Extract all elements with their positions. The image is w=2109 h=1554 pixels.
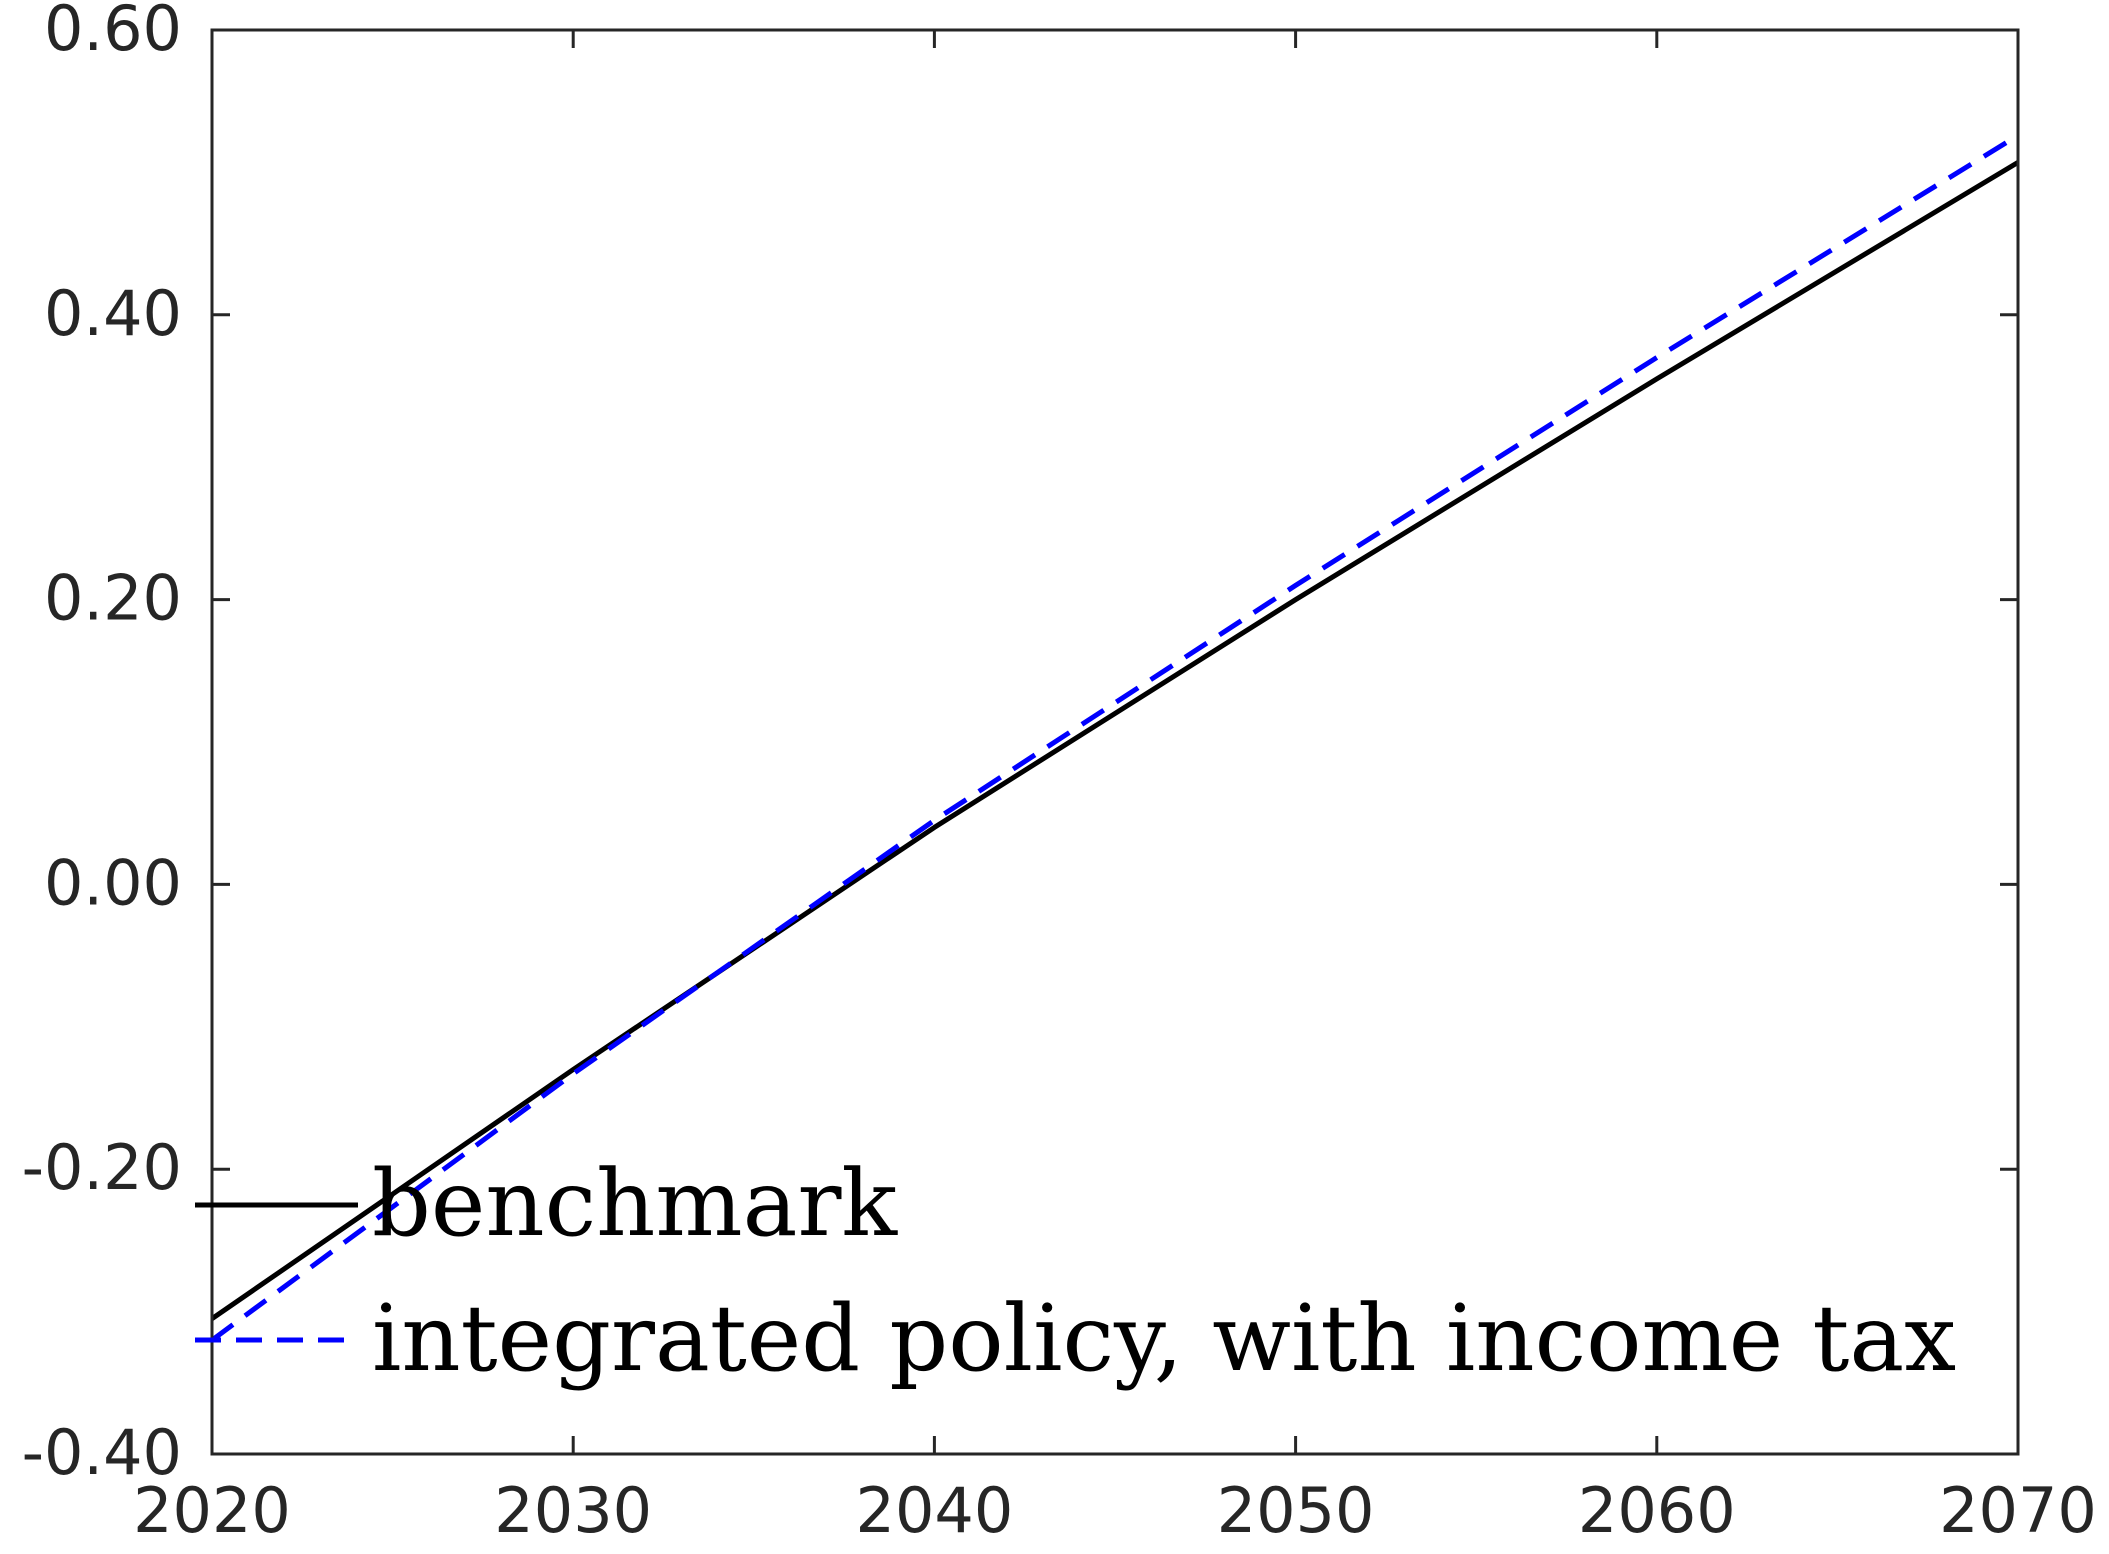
y-tick-label: -0.40 [22,1416,182,1489]
data-point-series-0 [1294,598,1298,602]
x-tick-label: 2060 [1578,1474,1736,1547]
series-layer [210,133,2020,1343]
data-point-series-1 [932,818,936,822]
x-tick-label: 2030 [494,1474,652,1547]
x-tick-label: 2070 [1939,1474,2097,1547]
legend-label-0: benchmark [372,1150,898,1257]
y-tick-label: 0.40 [44,277,182,350]
data-point-series-0 [932,825,936,829]
plot-area-frame [210,28,2020,1456]
y-tick-label: -0.20 [22,1131,182,1204]
tick-labels: 2020 2030 2040 2050 2060 2070 -0.40 -0.20 0.00 0.… [22,0,2097,1547]
series-line-0 [210,160,2020,1321]
x-tick-label: 2020 [133,1474,291,1547]
tick-marks [210,28,2020,1456]
legend-label-1: integrated policy, with income tax [372,1285,1956,1392]
legend: benchmark integrated policy, with income … [195,1150,1956,1392]
y-tick-label: 0.20 [44,562,182,635]
y-tick-label: 0.00 [44,846,182,919]
series-line-1 [210,133,2020,1343]
x-tick-label: 2050 [1217,1474,1375,1547]
data-point-series-1 [1294,583,1298,587]
y-tick-label: 0.60 [44,0,182,65]
data-point-series-0 [1655,377,1659,381]
data-point-series-1 [571,1072,575,1076]
x-tick-label: 2040 [856,1474,1014,1547]
data-point-series-1 [1655,356,1659,360]
